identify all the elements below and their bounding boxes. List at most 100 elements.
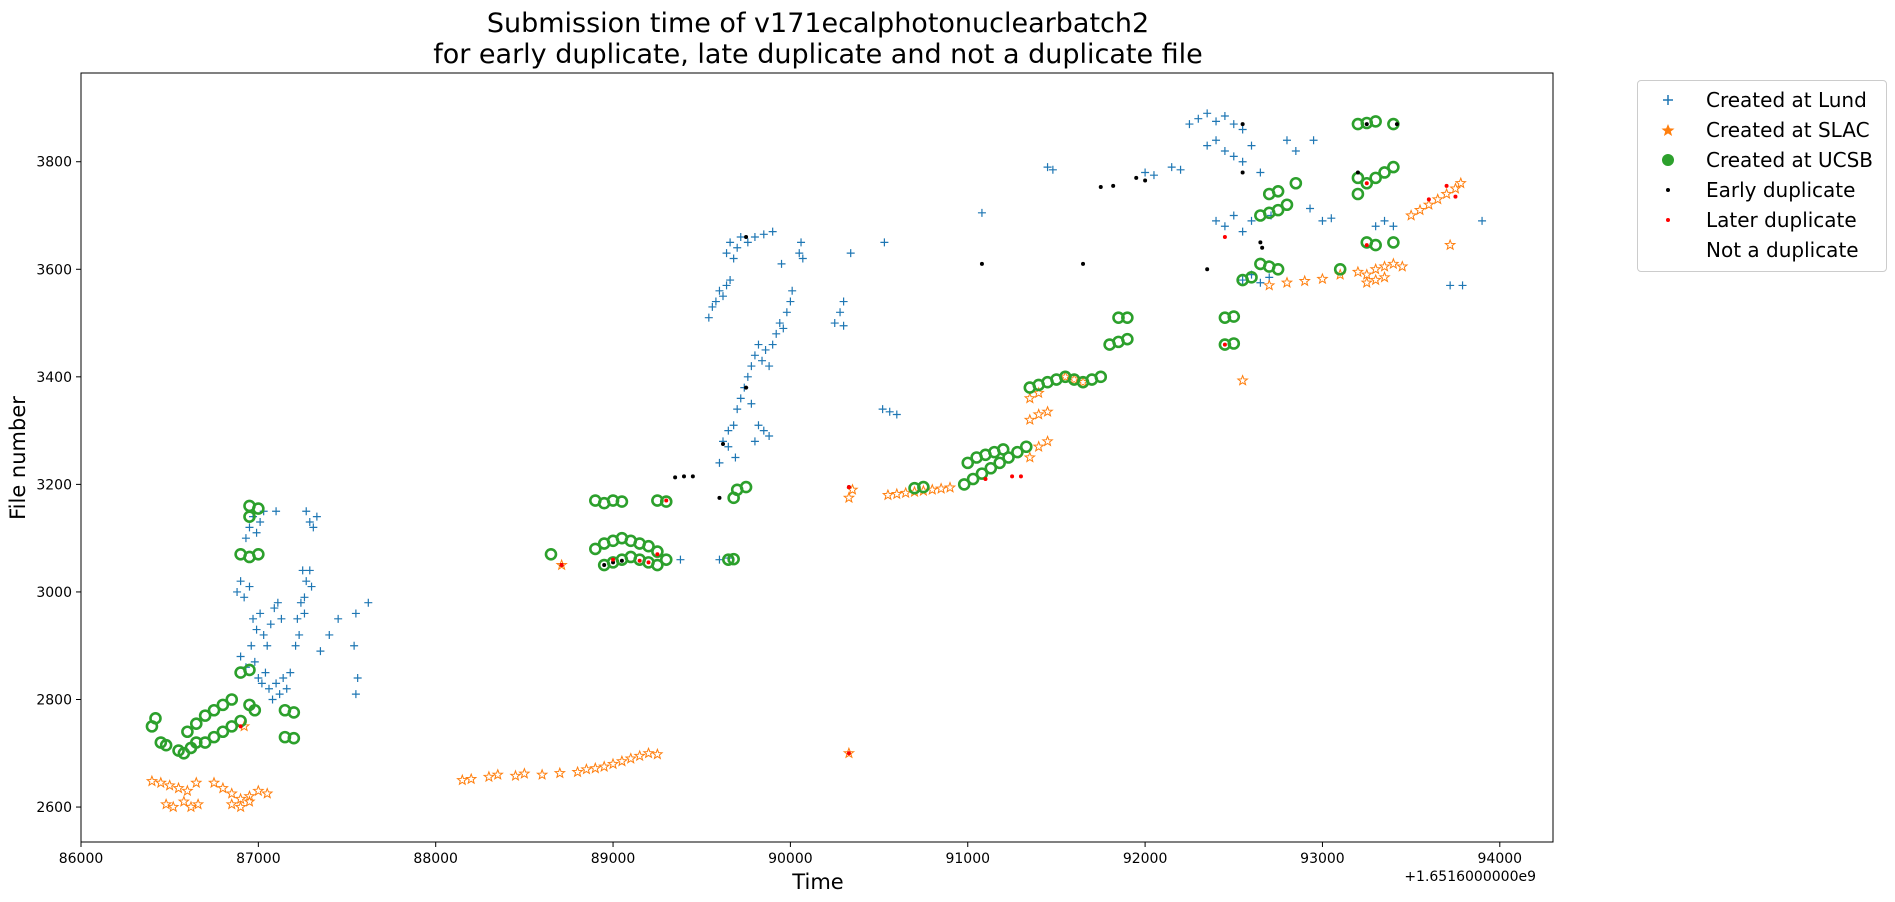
point-created-at-lund — [305, 566, 314, 575]
point-created-at-lund — [733, 243, 742, 252]
dot-marker-icon — [1666, 218, 1670, 222]
point-created-at-lund — [839, 321, 848, 330]
legend-item-ucsb: Created at UCSB — [1638, 145, 1886, 175]
point-created-at-slac — [1396, 260, 1409, 272]
point-created-at-lund — [1371, 222, 1380, 231]
plus-marker-icon — [1663, 95, 1673, 105]
point-created-at-ucsb — [544, 547, 558, 561]
point-created-at-lund — [977, 208, 986, 217]
point-created-at-lund — [1282, 136, 1291, 145]
point-created-at-lund — [293, 614, 302, 623]
point-created-at-slac — [633, 749, 646, 762]
point-created-at-slac — [482, 770, 496, 783]
point-early-duplicate — [619, 558, 624, 563]
point-created-at-ucsb — [722, 553, 735, 566]
point-created-at-lund — [724, 442, 733, 451]
point-created-at-lund — [846, 249, 855, 258]
point-created-at-lund — [298, 566, 307, 575]
point-early-duplicate — [1240, 170, 1245, 175]
point-created-at-slac — [456, 773, 469, 786]
point-early-duplicate — [681, 474, 686, 479]
point-created-at-slac — [190, 776, 203, 789]
point-created-at-slac — [606, 757, 620, 770]
point-created-at-ucsb — [1387, 236, 1400, 249]
point-created-at-lund — [307, 582, 316, 591]
point-created-at-lund — [1212, 136, 1221, 145]
point-created-at-lund — [241, 534, 250, 543]
point-created-at-lund — [839, 297, 848, 306]
point-created-at-slac — [225, 797, 238, 810]
point-created-at-slac — [252, 784, 265, 797]
point-created-at-ucsb — [252, 547, 265, 561]
point-created-at-lund — [240, 593, 249, 602]
point-created-at-lund — [1167, 163, 1176, 172]
point-later-duplicate — [646, 560, 651, 565]
point-created-at-slac — [207, 776, 221, 789]
point-created-at-lund — [765, 431, 774, 440]
point-created-at-ucsb — [207, 730, 221, 744]
point-created-at-lund — [836, 308, 845, 317]
x-offset-label: +1.6516000000e9 — [1404, 869, 1536, 885]
point-created-at-lund — [704, 313, 713, 322]
point-created-at-slac — [890, 487, 903, 500]
point-created-at-ucsb — [181, 725, 194, 739]
y-tick-label: 3600 — [36, 262, 72, 278]
point-created-at-slac — [1431, 192, 1444, 205]
point-early-duplicate — [1240, 122, 1245, 127]
point-created-at-lund — [1203, 109, 1212, 118]
point-created-at-slac — [225, 787, 238, 799]
x-tick-label: 86000 — [59, 851, 104, 867]
point-created-at-lund — [797, 238, 806, 247]
point-created-at-lund — [247, 641, 256, 650]
y-tick-label: 2800 — [36, 692, 72, 708]
point-later-duplicate — [559, 563, 564, 568]
point-created-at-lund — [758, 356, 767, 365]
point-created-at-lund — [1220, 146, 1229, 155]
y-tick-label: 3200 — [36, 477, 72, 493]
point-created-at-lund — [736, 233, 745, 242]
y-tick-label: 2600 — [36, 800, 72, 816]
legend-label-slac: Created at SLAC — [1706, 118, 1870, 142]
legend-label-later-duplicate: Later duplicate — [1706, 208, 1857, 232]
point-created-at-lund — [236, 577, 245, 586]
x-tick-label: 91000 — [945, 851, 990, 867]
point-created-at-lund — [1446, 281, 1455, 290]
point-created-at-lund — [724, 426, 733, 435]
point-created-at-lund — [350, 641, 359, 650]
point-created-at-slac — [598, 760, 611, 772]
point-created-at-ucsb — [727, 552, 740, 566]
point-created-at-ucsb — [975, 467, 989, 480]
point-created-at-lund — [880, 238, 889, 247]
point-created-at-slac — [465, 772, 478, 785]
point-created-at-lund — [715, 286, 724, 295]
point-early-duplicate — [979, 261, 984, 266]
legend-label-not-duplicate: Not a duplicate — [1706, 238, 1859, 262]
point-created-at-slac — [216, 781, 229, 794]
point-created-at-lund — [351, 609, 360, 618]
point-created-at-lund — [729, 421, 738, 430]
point-created-at-lund — [1141, 168, 1150, 177]
point-created-at-slac — [491, 768, 504, 780]
point-created-at-ucsb — [1360, 176, 1374, 190]
point-created-at-slac — [881, 488, 895, 501]
point-created-at-ucsb — [149, 712, 162, 725]
point-created-at-ucsb — [1271, 185, 1285, 198]
point-created-at-ucsb — [1121, 311, 1134, 324]
point-created-at-lund — [798, 254, 807, 263]
point-created-at-slac — [1454, 176, 1467, 189]
point-created-at-lund — [291, 641, 300, 650]
point-created-at-lund — [261, 668, 270, 677]
legend-label-ucsb: Created at UCSB — [1706, 148, 1873, 172]
point-created-at-ucsb — [1369, 238, 1382, 252]
point-created-at-slac — [1298, 274, 1311, 287]
circle-marker-icon — [1662, 154, 1674, 166]
point-created-at-lund — [273, 598, 282, 607]
point-created-at-ucsb — [1227, 337, 1241, 350]
point-created-at-slac — [1023, 413, 1036, 426]
point-created-at-slac — [163, 779, 176, 791]
chart-title-line2: for early duplicate, late duplicate and … — [433, 39, 1203, 70]
point-created-at-lund — [250, 657, 259, 666]
point-created-at-slac — [518, 767, 531, 779]
point-created-at-lund — [885, 407, 894, 416]
point-created-at-slac — [1444, 238, 1457, 251]
